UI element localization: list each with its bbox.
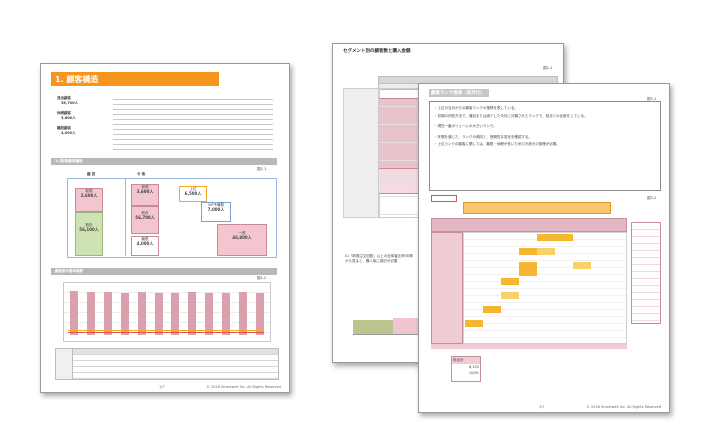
chart-ref-1: 図1-1 xyxy=(257,167,267,171)
box-right-top-value: 6,500人 xyxy=(184,190,202,196)
section2-header xyxy=(51,268,277,275)
page3-bullet-2: ・初期の判別方法で、増加または減少した今月に分類されたランクで、前月との比較をし… xyxy=(434,113,588,118)
page3-title: 顧客ランク推移（前月比） xyxy=(431,91,485,96)
box-mid-existing-label: 既存 xyxy=(141,211,149,215)
box-mid-existing: 既存 56,700人 xyxy=(131,206,159,234)
page3-tag xyxy=(431,195,457,202)
diagram-divider xyxy=(125,178,126,256)
box-left-new-value: 2,600人 xyxy=(80,192,98,198)
page2-title: セグメント別の顧客数と購入金額 xyxy=(343,49,411,54)
page3-fig-label: 図3-1 xyxy=(647,97,657,101)
rank-side-column xyxy=(631,222,661,324)
page2-note: A)「新規注文回数」以上の全体客比率/利率から見ると、購入後に検討が必要 xyxy=(345,254,413,263)
page3-bullet-3: ・現在一番ボリュームの大きいランク。 xyxy=(434,124,497,128)
page3-title-bar xyxy=(429,89,489,97)
page-customer-structure: 1. 顧客構造 流出顧客 36,700人 休眠顧客 5,600人 離脱顧客 4,… xyxy=(40,63,290,393)
stats-description xyxy=(113,96,273,152)
box-right-general-value: 46,800人 xyxy=(232,234,252,240)
diagram-frame xyxy=(67,178,277,258)
section2-title: 顧客数の基本推移 xyxy=(55,269,83,273)
trend-line-orange xyxy=(68,330,264,331)
box-right-vip: VIP予備群 7,000人 xyxy=(201,202,231,222)
summary-label: 総合計 xyxy=(452,357,480,364)
box-right-top: 上位 6,500人 xyxy=(179,186,207,202)
box-mid-churn-value: 4,000人 xyxy=(136,240,154,246)
section1-title: 1) 期/動態現構造 xyxy=(55,159,83,163)
stat-value-3: 4,000人 xyxy=(61,130,76,135)
box-mid-new: 新規 3,600人 xyxy=(131,184,159,206)
stats-list: 流出顧客 36,700人 休眠顧客 5,600人 離脱顧客 4,000人 xyxy=(57,96,117,135)
stat-label-3: 離脱顧客 xyxy=(57,126,71,130)
rank-matrix-top-row xyxy=(463,202,611,214)
stat-value-2: 5,600人 xyxy=(61,115,76,120)
box-left-existing-label: 既存 xyxy=(85,223,93,227)
box-left-new: 新規 2,600人 xyxy=(75,188,103,212)
summary-value-2: 100% xyxy=(468,371,479,375)
trend-table xyxy=(55,348,279,380)
box-mid-existing-value: 56,700人 xyxy=(135,214,155,220)
page3-fig2-label: 図3-2 xyxy=(647,196,657,200)
box-left-existing: 既存 56,100人 xyxy=(75,212,103,256)
box-right-general: 一般 46,800人 xyxy=(217,224,267,256)
segment-label-column xyxy=(343,88,380,218)
page1-copyright: © 2016 Smartwell Inc. All Rights Reserve… xyxy=(206,385,281,389)
page2-fig-label: 図2-1 xyxy=(543,66,553,70)
trend-bars xyxy=(70,289,264,335)
chart-ref-2: 図1-2 xyxy=(257,276,267,280)
page1-title: 1. 顧客構造 xyxy=(55,75,99,84)
page1-number: 1/7 xyxy=(159,385,165,389)
customer-trend-chart xyxy=(63,282,271,342)
page3-description-box: ・上位の当月からの顧客ランクの推移を表している。 ・初期の判別方法で、増加または… xyxy=(429,101,661,191)
page3-copyright: © 2016 Smartwell Inc. All Rights Reserve… xyxy=(586,405,661,409)
box-mid-churn-label: 離脱 xyxy=(141,237,149,241)
summary-value-1: 8,102 xyxy=(468,364,479,369)
page3-bullet-1: ・上位の当月からの顧客ランクの推移を表している。 xyxy=(434,106,518,110)
diagram-col-right: 今 後 xyxy=(137,172,146,176)
page3-bullet-5: ・上位ランクの顧客に関しては、離脱・休眠が多いため引き続きの施策が必要。 xyxy=(434,142,560,146)
page3-number: 3/7 xyxy=(539,405,545,409)
page-rank-transition: 顧客ランク推移（前月比） 図3-1 ・上位の当月からの顧客ランクの推移を表してい… xyxy=(418,83,670,413)
box-right-general-label: 一般 xyxy=(238,231,246,235)
rank-matrix xyxy=(431,218,627,349)
stat-value-1: 36,700人 xyxy=(61,100,79,105)
section1-header xyxy=(51,158,277,165)
box-right-vip-label: VIP予備群 xyxy=(207,203,225,207)
box-mid-churn: 離脱 4,000人 xyxy=(131,236,159,256)
stat-label-2: 休眠顧客 xyxy=(57,111,71,115)
trend-line-red xyxy=(68,332,264,333)
stat-label-1: 流出顧客 xyxy=(57,96,71,100)
diagram-col-left: 継 目 xyxy=(87,172,96,176)
box-mid-new-value: 3,600人 xyxy=(136,188,154,194)
rank-summary-table: 総合計 8,102 100% xyxy=(451,356,481,382)
box-left-new-label: 新規 xyxy=(85,189,93,193)
page1-title-bar xyxy=(51,72,219,86)
box-right-vip-value: 7,000人 xyxy=(207,206,225,212)
box-mid-new-label: 新規 xyxy=(141,185,149,189)
box-right-top-label: 上位 xyxy=(189,187,197,191)
page3-bullet-4: ・年間を通じた、ランクの傾向と、長期的な変化を確認する。 xyxy=(434,134,532,139)
box-left-existing-value: 56,100人 xyxy=(79,226,99,232)
